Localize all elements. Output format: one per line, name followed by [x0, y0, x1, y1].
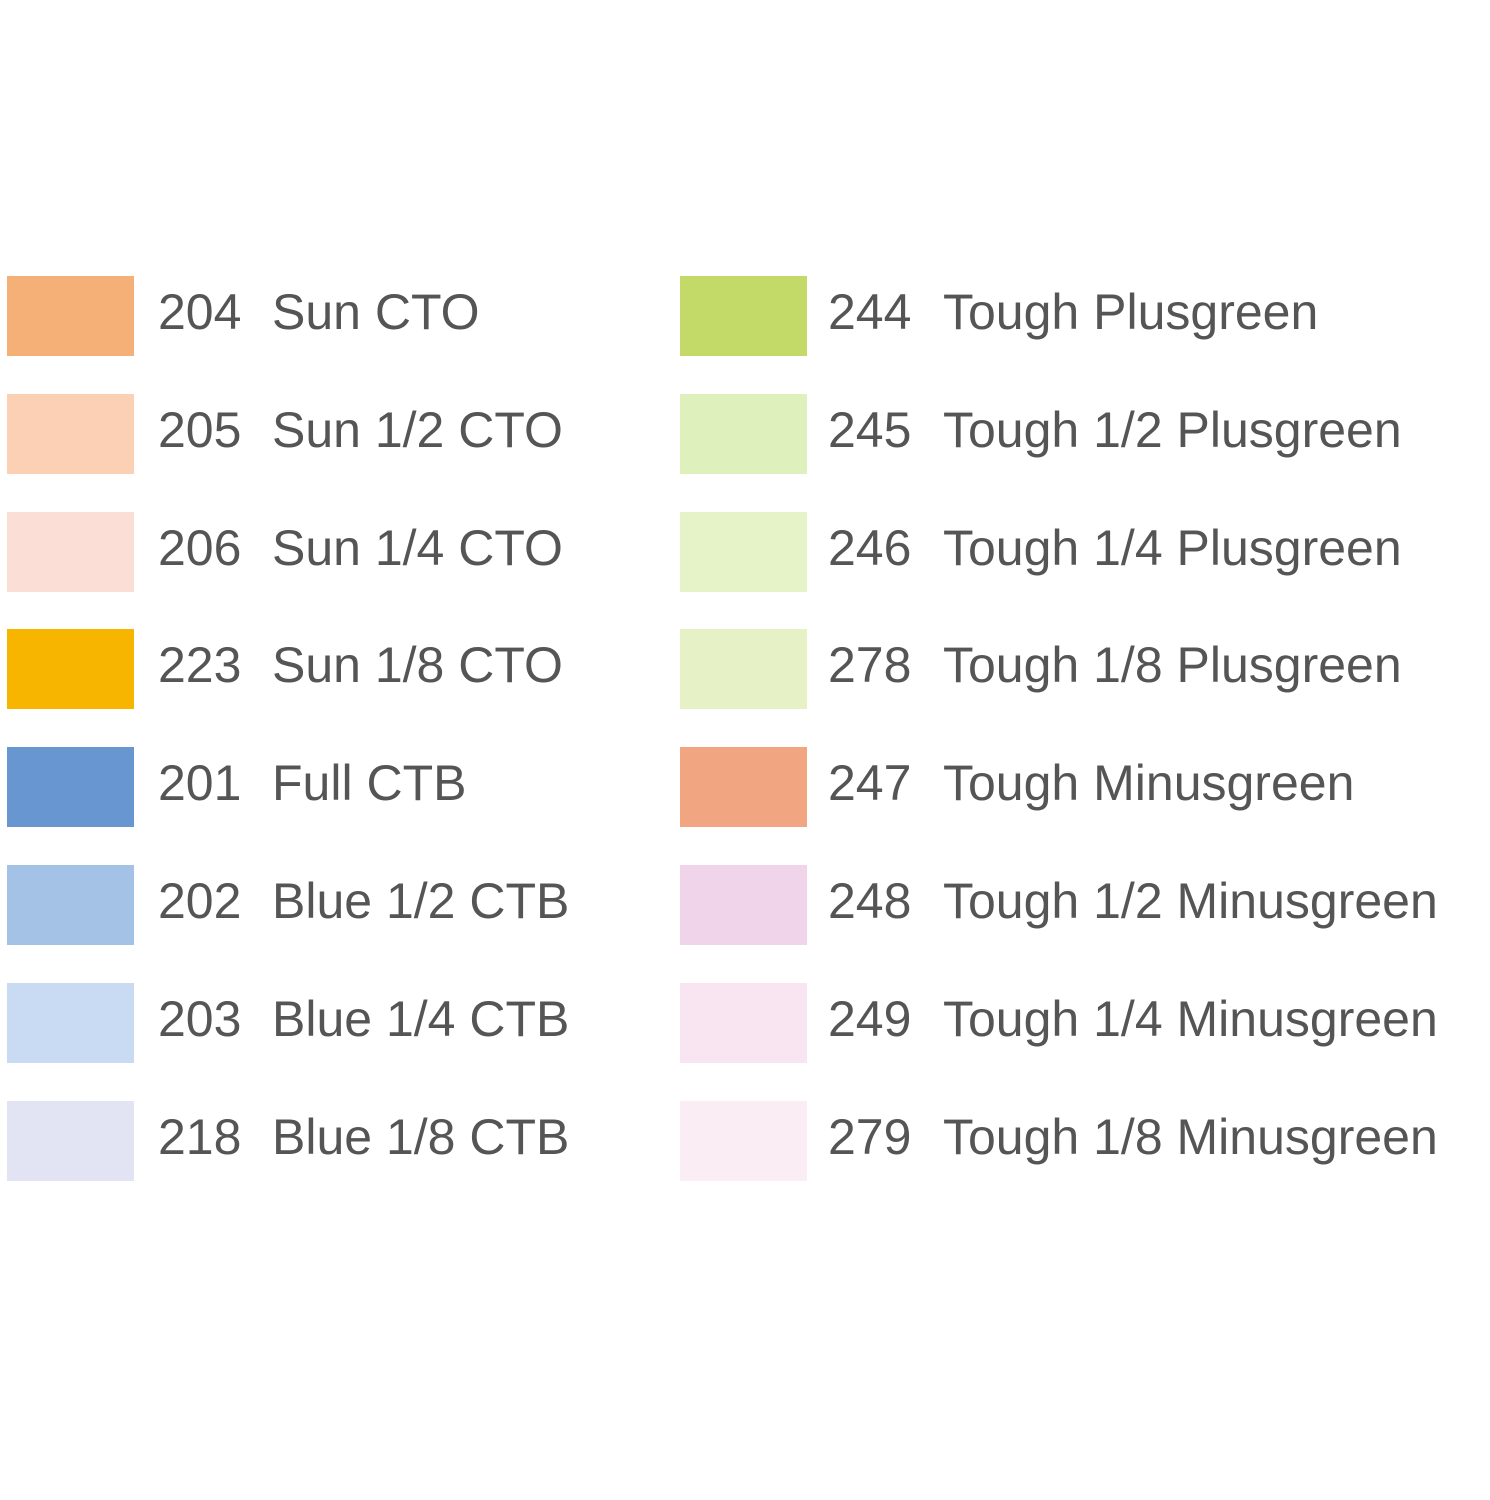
filter-code: 204 — [158, 284, 242, 340]
filter-name: Blue 1/8 CTB — [272, 1108, 570, 1165]
color-swatch — [7, 393, 134, 474]
filter-name: Sun 1/8 CTO — [272, 637, 563, 694]
filter-code: 278 — [828, 637, 912, 694]
filter-code: 248 — [828, 873, 912, 929]
filter-name: Blue 1/4 CTB — [272, 990, 570, 1047]
filter-code: 205 — [158, 401, 242, 458]
color-swatch — [680, 865, 807, 945]
filter-code: 279 — [828, 1108, 912, 1165]
filter-code: 203 — [158, 990, 242, 1047]
filter-name: Sun CTO — [272, 284, 480, 340]
color-swatch — [7, 629, 134, 710]
color-swatch — [7, 511, 134, 592]
filter-code: 206 — [158, 519, 242, 576]
filter-name: Sun 1/2 CTO — [272, 401, 563, 458]
color-swatch — [680, 393, 807, 474]
filter-code: 201 — [158, 755, 242, 812]
filter-code: 247 — [828, 755, 912, 812]
filter-code: 244 — [828, 284, 912, 340]
filter-code: 218 — [158, 1108, 242, 1165]
color-swatch — [680, 629, 807, 710]
filter-name: Tough 1/2 Plusgreen — [943, 401, 1402, 458]
filter-name: Tough Minusgreen — [943, 755, 1355, 812]
filter-name: Tough 1/8 Minusgreen — [943, 1108, 1438, 1165]
filter-name: Tough Plusgreen — [943, 284, 1319, 340]
color-swatch — [680, 276, 807, 356]
color-swatch — [680, 747, 807, 828]
filter-name: Tough 1/4 Minusgreen — [943, 990, 1438, 1047]
filter-name: Tough 1/4 Plusgreen — [943, 519, 1402, 576]
filter-name: Tough 1/8 Plusgreen — [943, 637, 1402, 694]
color-swatch — [7, 865, 134, 945]
filter-name: Full CTB — [272, 755, 467, 812]
color-swatch — [7, 276, 134, 356]
filter-code: 246 — [828, 519, 912, 576]
filter-name: Tough 1/2 Minusgreen — [943, 873, 1438, 929]
filter-code: 245 — [828, 401, 912, 458]
color-swatch — [7, 982, 134, 1063]
filter-name: Sun 1/4 CTO — [272, 519, 563, 576]
filter-code: 202 — [158, 873, 242, 929]
color-swatch — [680, 1100, 807, 1181]
color-swatch — [680, 982, 807, 1063]
filter-name: Blue 1/2 CTB — [272, 873, 570, 929]
color-swatch — [7, 747, 134, 828]
color-swatch — [7, 1100, 134, 1181]
filter-code: 249 — [828, 990, 912, 1047]
color-swatch — [680, 511, 807, 592]
filter-code: 223 — [158, 637, 242, 694]
